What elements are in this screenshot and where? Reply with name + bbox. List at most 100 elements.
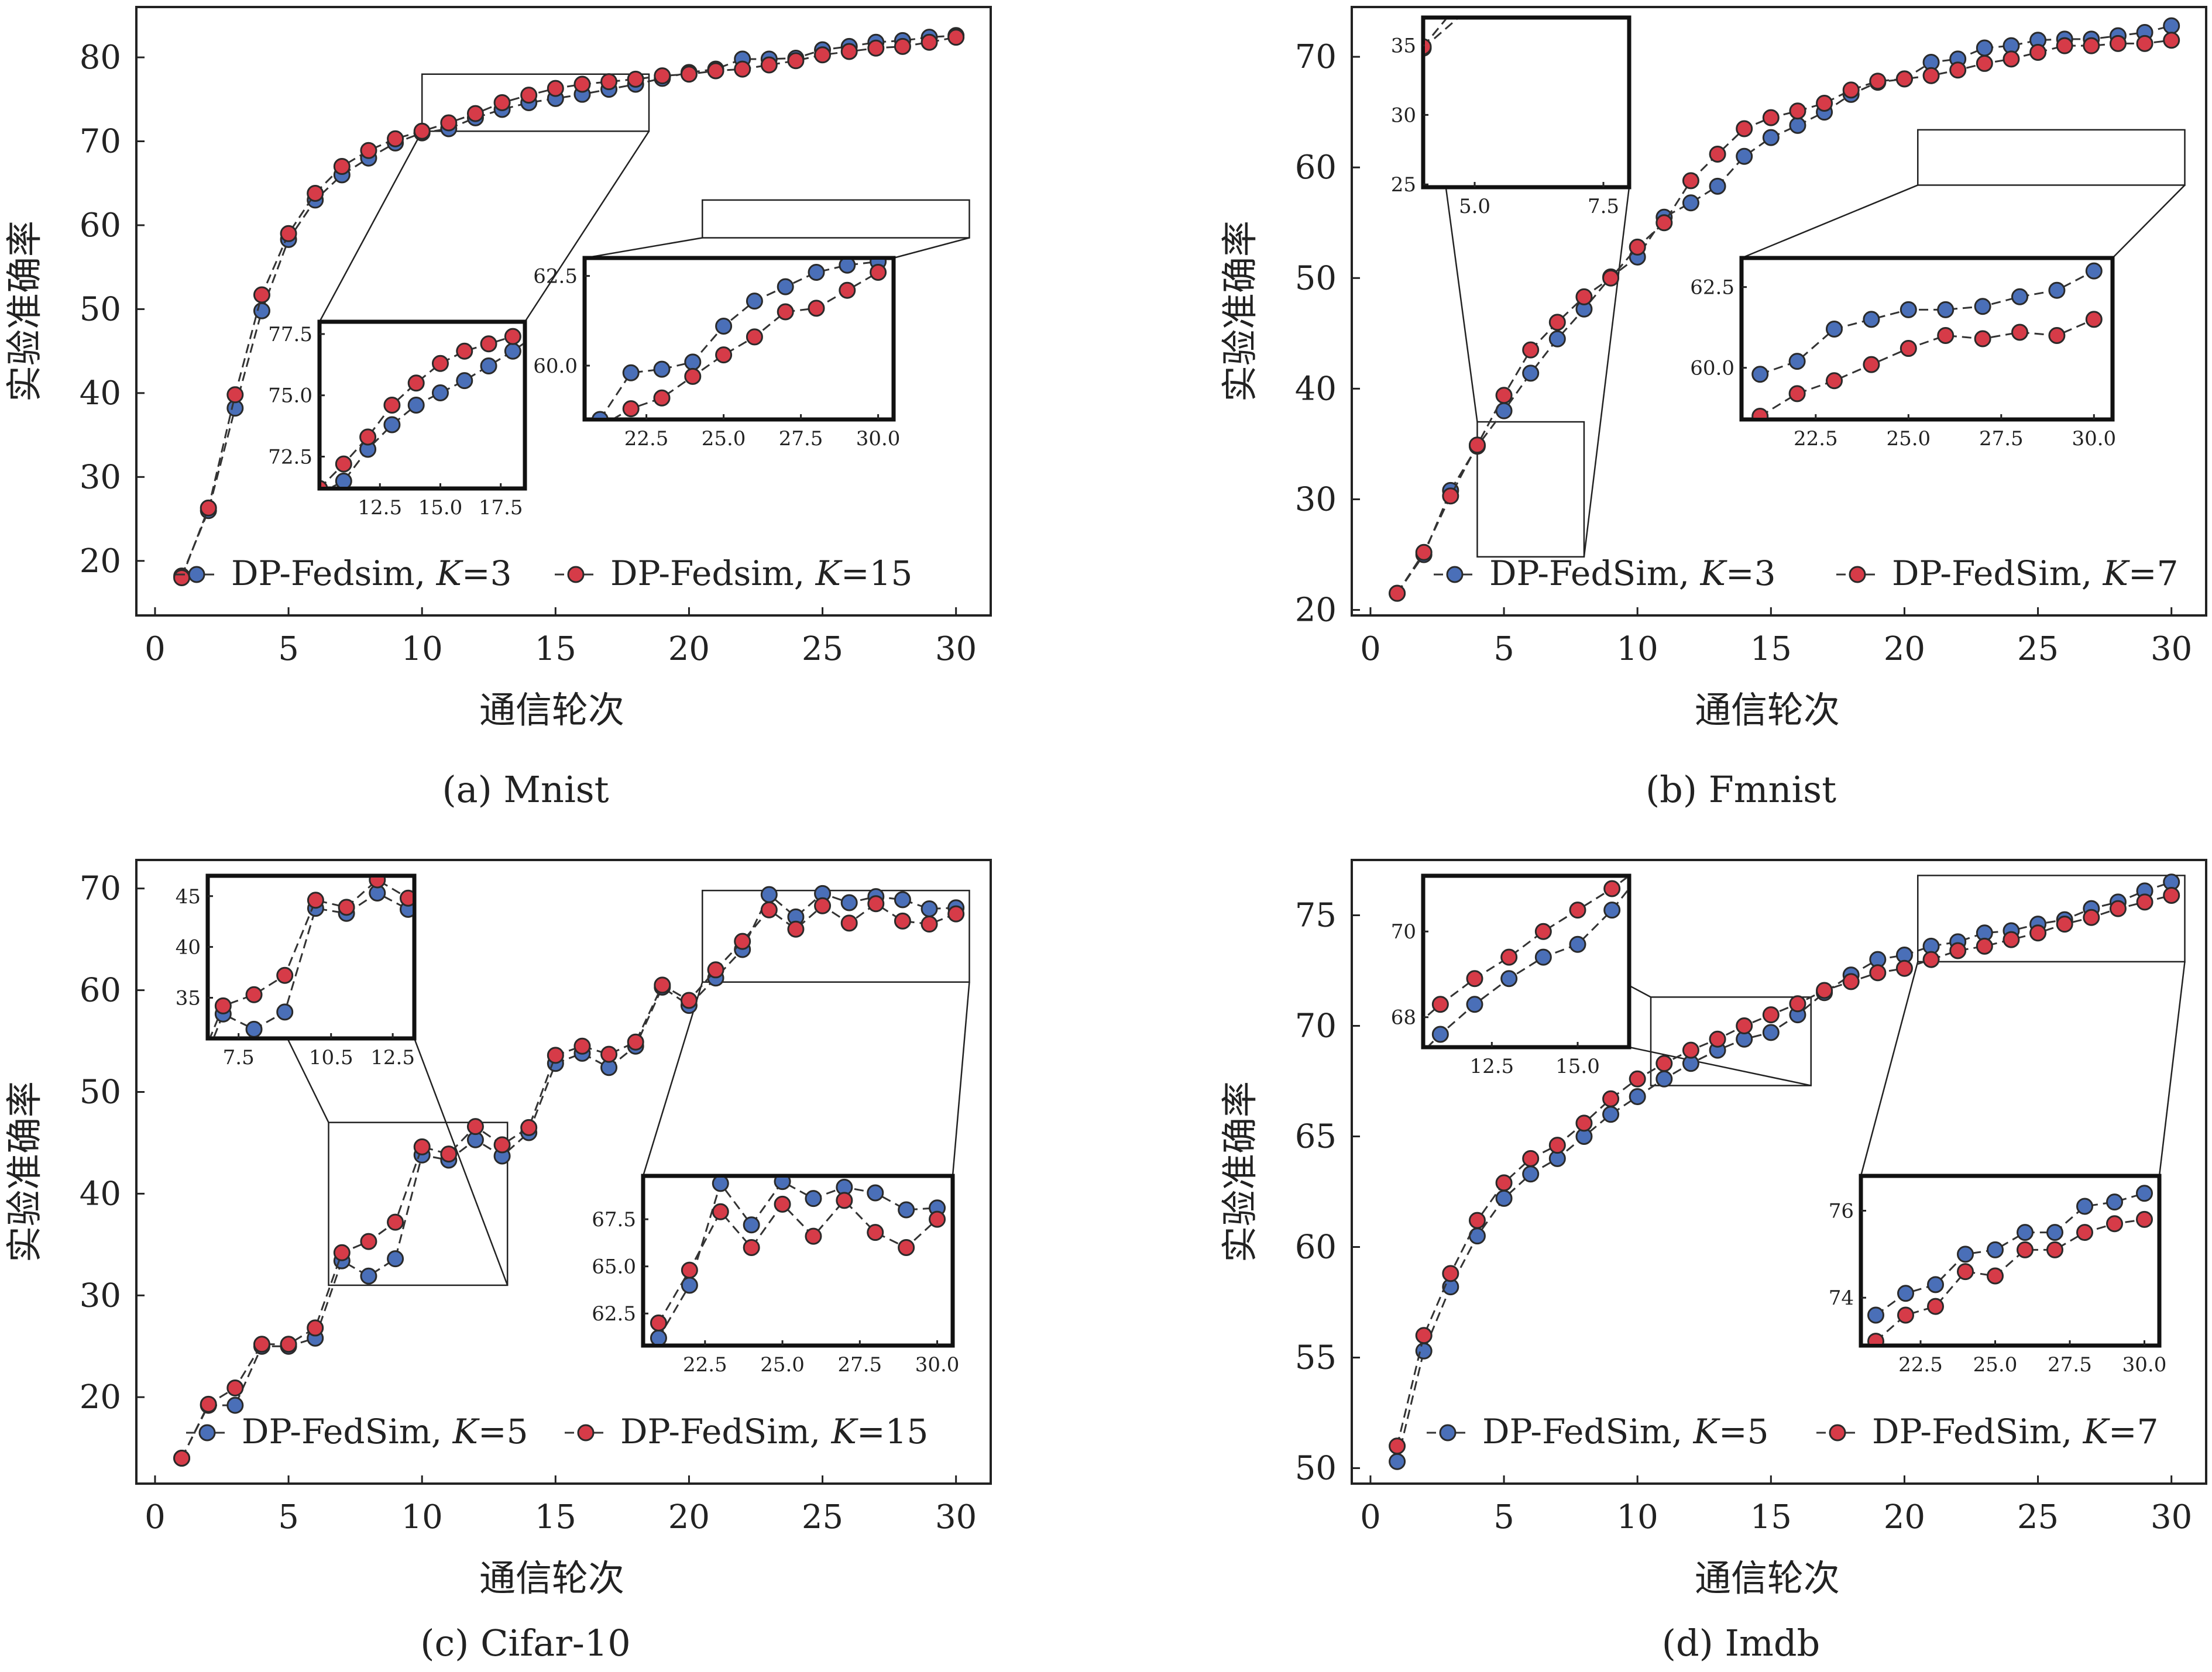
inset-data-point <box>746 328 763 346</box>
legend: DP-FedSim, K=3 DP-FedSim, K=7 <box>1434 553 2178 593</box>
inset-y-tick-label: 70 <box>1391 920 1416 944</box>
inset-frame <box>1421 873 1631 1050</box>
inset-data-point <box>504 342 521 360</box>
data-point <box>920 916 938 933</box>
data-point <box>1495 387 1513 404</box>
inset-data-point <box>480 357 497 374</box>
data-point <box>226 1379 244 1397</box>
data-point <box>360 142 377 159</box>
data-point <box>680 992 698 1009</box>
data-point <box>2109 900 2127 917</box>
legend-marker <box>1829 1424 1846 1442</box>
inset-data-point <box>335 472 352 487</box>
x-tick-label: 25 <box>802 630 843 668</box>
x-tick-label: 25 <box>802 1498 843 1536</box>
x-tick-label: 20 <box>1884 630 1925 668</box>
series-2 <box>173 29 965 586</box>
inset-data-point <box>867 1184 884 1202</box>
inset-y-tick-label: 67.5 <box>592 1208 636 1231</box>
legend-label: DP-FedSim, K=5 <box>242 1412 528 1451</box>
data-point <box>307 184 324 202</box>
inset-x-tick-label: 27.5 <box>2048 1353 2092 1377</box>
data-point <box>920 33 938 51</box>
inset-data-point <box>774 1178 791 1191</box>
inset-data-point <box>746 293 763 310</box>
data-point <box>1682 194 1699 212</box>
inset-data-point <box>1867 1333 1884 1344</box>
data-point <box>1762 1024 1780 1041</box>
y-tick-label: 65 <box>1295 1118 1337 1156</box>
inset-data-point <box>1431 996 1449 1013</box>
x-tick-label: 5 <box>278 1498 299 1536</box>
data-point <box>360 1267 377 1285</box>
data-point <box>1762 109 1780 126</box>
legend-label: DP-FedSim, K=7 <box>1892 553 2178 593</box>
data-point <box>814 897 832 914</box>
data-point <box>1415 543 1433 561</box>
zoom-indicators <box>318 73 970 322</box>
data-point <box>947 29 965 46</box>
data-point <box>680 66 698 83</box>
data-point <box>1655 214 1673 232</box>
inset-x-tick-label: 22.5 <box>1794 427 1838 450</box>
data-point <box>1468 1212 1486 1229</box>
inset-data-point <box>214 997 232 1014</box>
inset-data-point <box>777 303 794 321</box>
x-tick-label: 5 <box>278 630 299 668</box>
inset-data-point <box>2076 1198 2093 1215</box>
inset-y-tick-label: 40 <box>176 936 201 959</box>
inset-x-tick-label: 30.0 <box>2122 1353 2167 1377</box>
x-tick-label: 15 <box>1750 1498 1792 1536</box>
inset-y-tick-label: 25 <box>1391 173 1416 197</box>
inset-data-point <box>2136 1185 2153 1202</box>
inset-data-point <box>1500 948 1518 966</box>
data-point <box>413 122 431 140</box>
inset-y-tick-label: 62.5 <box>592 1302 636 1326</box>
inset-data-point <box>480 335 497 353</box>
inset-data-point <box>1788 385 1806 402</box>
inset-data-point <box>383 416 401 434</box>
x-tick-label: 15 <box>1750 630 1792 668</box>
inset-data-point <box>431 384 449 402</box>
series-line <box>1396 881 2172 1462</box>
series-line <box>1396 895 2172 1447</box>
data-point <box>627 1033 644 1051</box>
inset-data-point <box>2011 288 2028 305</box>
inset-data-point <box>359 428 377 446</box>
inset-data-point <box>1751 407 1769 418</box>
inset-data-point <box>2048 281 2066 299</box>
zoom-connector-line <box>524 130 650 322</box>
inset-data-point <box>276 1003 294 1021</box>
data-point <box>1709 145 1726 163</box>
data-point <box>1976 937 1993 955</box>
inset-data-point <box>2106 1215 2123 1233</box>
zoom-connector-line <box>584 237 703 259</box>
zoom-connector-line <box>952 982 970 1176</box>
x-tick-label: 10 <box>401 1498 443 1536</box>
data-point <box>1949 942 1967 959</box>
y-tick-label: 50 <box>80 290 121 328</box>
data-point <box>600 73 618 91</box>
legend-marker <box>567 566 585 583</box>
inset-1: 12.5 15.0 68 70 <box>1391 873 1631 1078</box>
panel-b-fmnist: 0 5 10 15 20 25 30 20 30 40 50 60 70 通信轮次 实验准确率 (b) Fmn… <box>1218 6 2207 811</box>
y-tick-label: 40 <box>80 374 121 412</box>
zoom-region-rect <box>1476 421 1585 558</box>
inset-data-point <box>1957 1263 1974 1281</box>
data-point <box>707 961 724 979</box>
inset-data-point <box>2046 1241 2063 1258</box>
inset-x-tick-label: 12.5 <box>358 496 402 520</box>
inset-data-point <box>1897 1306 1914 1324</box>
data-point <box>307 1319 324 1337</box>
zoom-indicators <box>1422 17 2186 558</box>
inset-2: 22.5 25.0 27.5 30.0 62.5 65.0 67.5 <box>592 1174 959 1377</box>
data-point <box>1522 341 1540 359</box>
panel-caption: (a) Mnist <box>442 768 609 811</box>
data-point <box>840 894 858 911</box>
data-point <box>1709 1030 1726 1048</box>
inset-data-point <box>307 892 324 909</box>
legend-label: DP-FedSim, K=5 <box>1482 1412 1768 1451</box>
legend: DP-Fedsim, K=3 DP-Fedsim, K=15 <box>176 553 912 593</box>
y-tick-label: 60 <box>1295 1229 1337 1267</box>
inset-data-point <box>321 480 328 487</box>
